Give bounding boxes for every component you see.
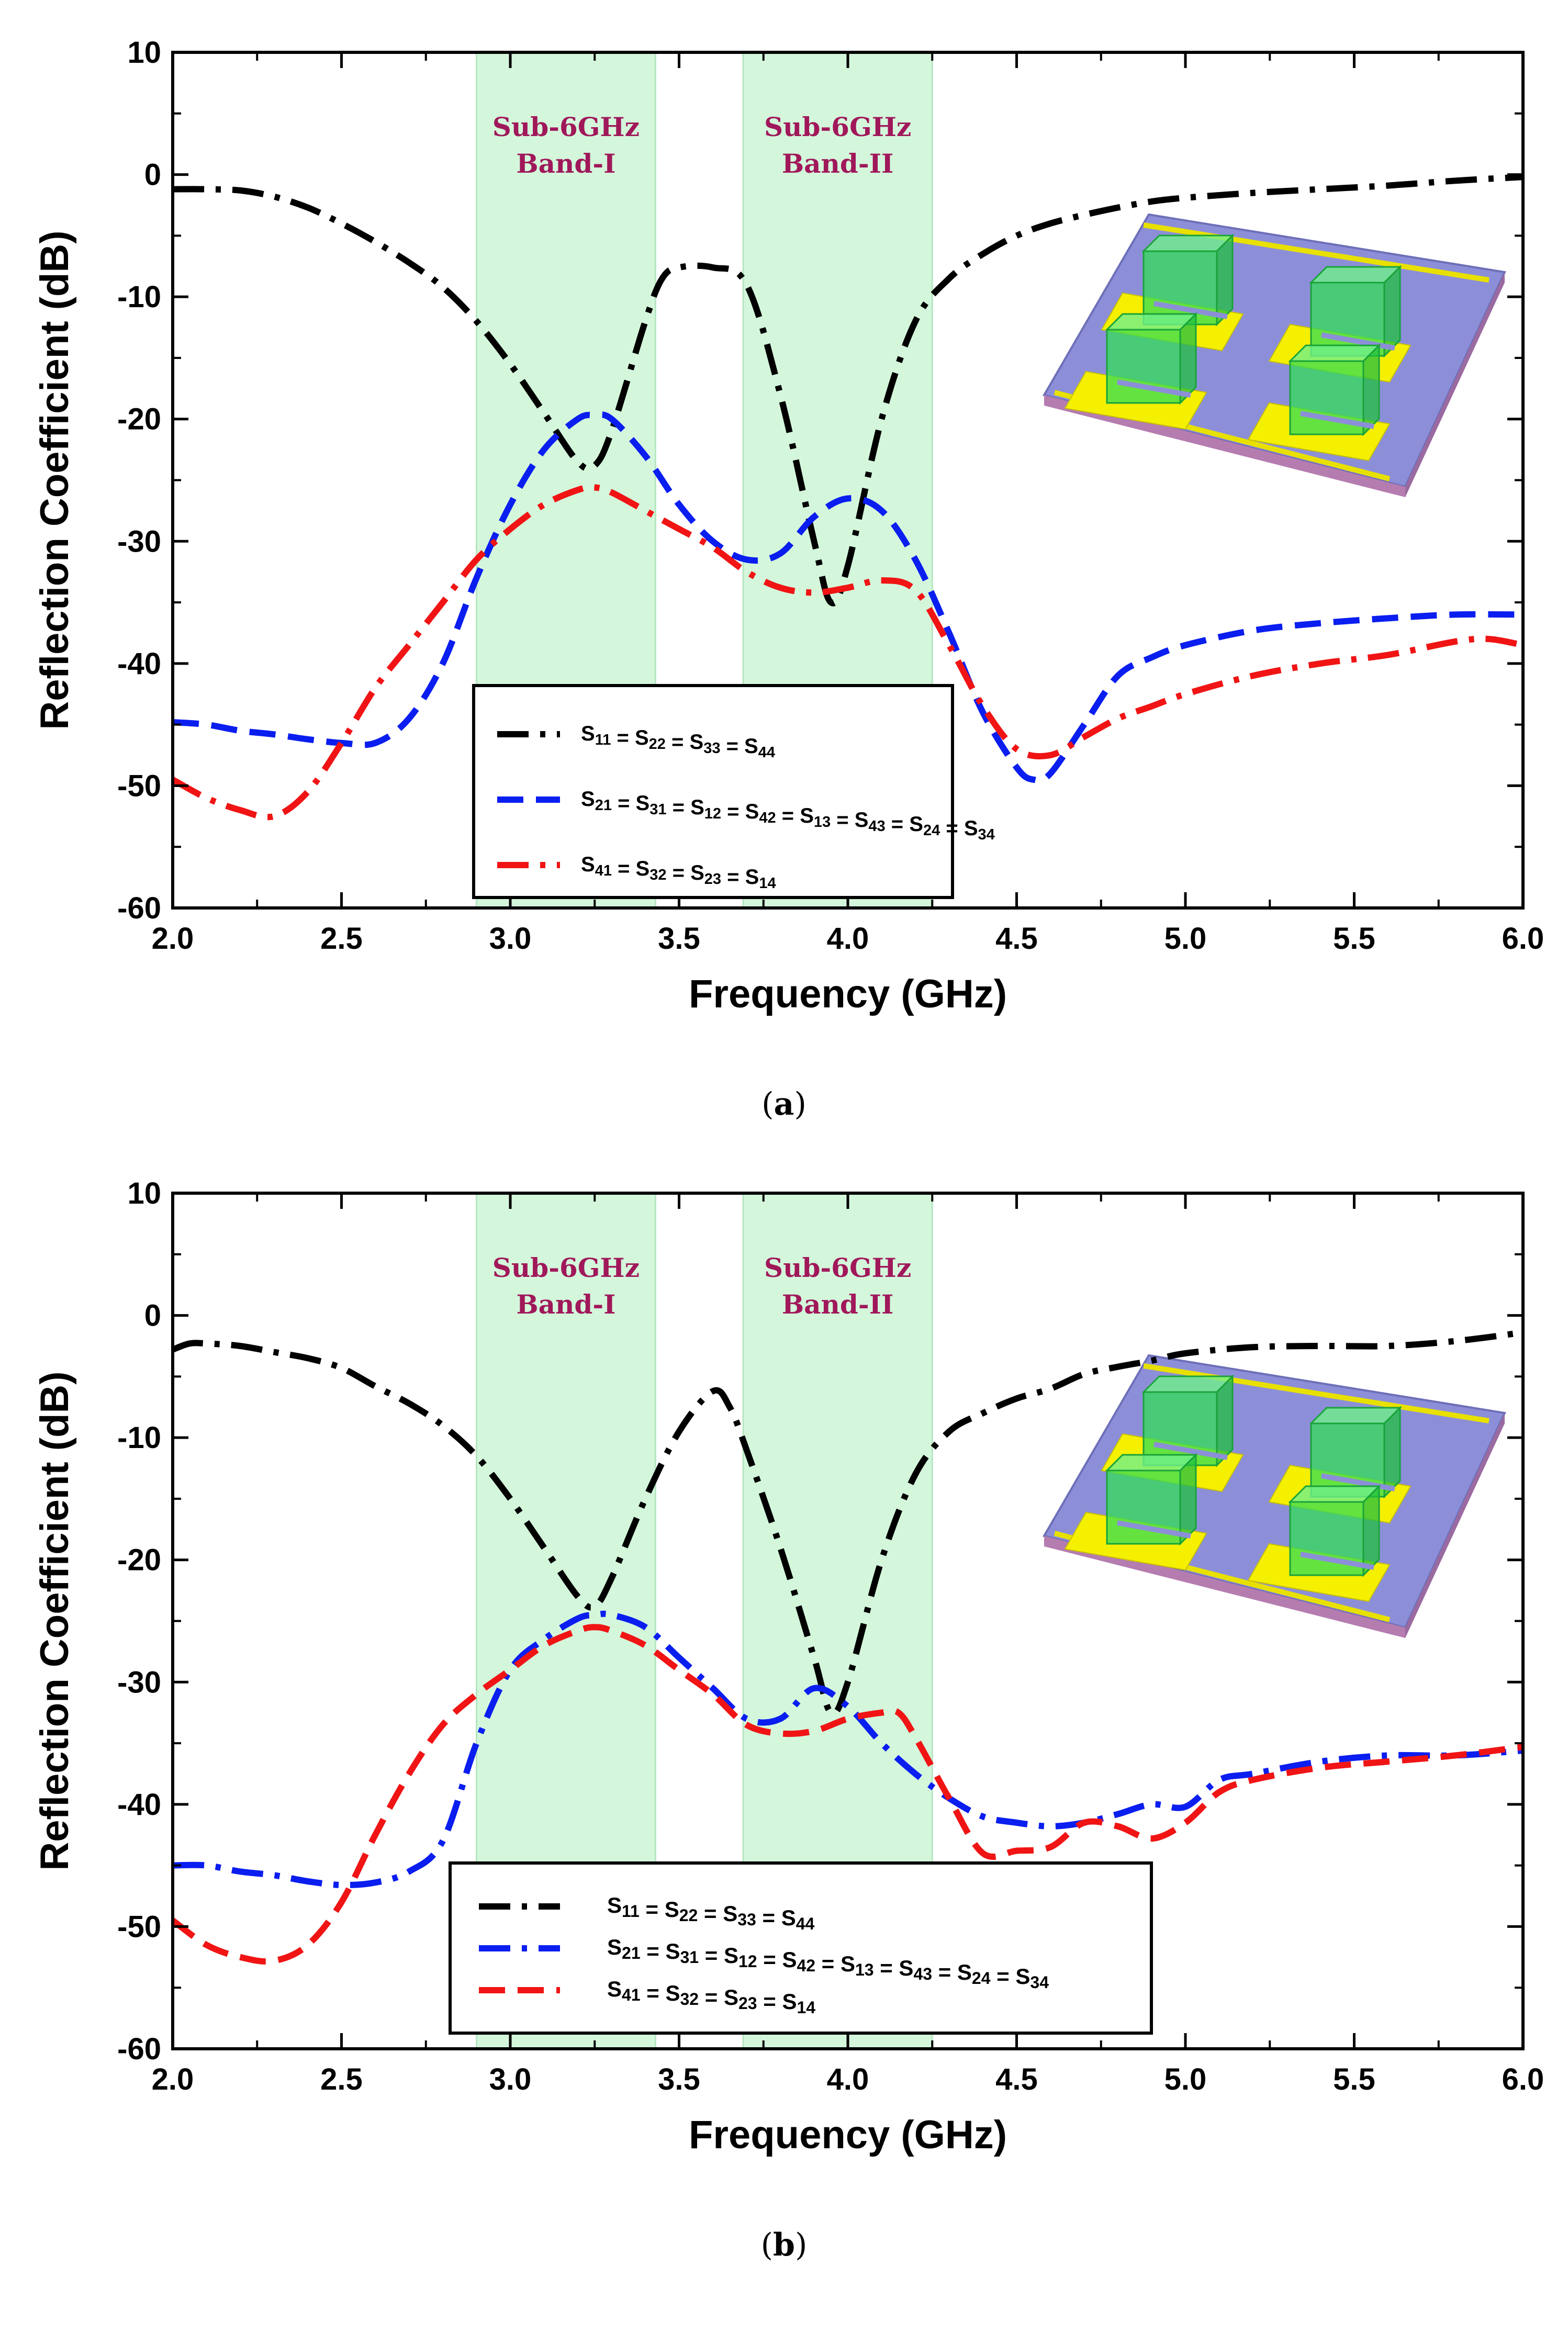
x-tick-label: 3.5 xyxy=(658,2062,700,2096)
legend-box xyxy=(472,684,954,899)
legend-label-1: S11 = S22 = S33 = S44 xyxy=(581,722,775,761)
x-tick-label: 6.0 xyxy=(1502,2062,1544,2096)
legend-label-1: S11 = S22 = S33 = S44 xyxy=(607,1893,815,1933)
x-tick-label: 3.5 xyxy=(658,922,700,956)
y-axis-title: Reflection Coefficient (dB) xyxy=(32,1371,77,1870)
y-tick-label: -60 xyxy=(117,2032,161,2066)
chart-a: Sub-6GHz Band-I Sub-6GHz Band-II 2.0 2.5 3.0 3.… xyxy=(32,36,1544,1123)
band-label-line1: Sub-6GHz xyxy=(764,111,911,142)
antenna-inset-illustration xyxy=(1042,213,1506,497)
x-tick-label: 2.5 xyxy=(320,922,363,956)
band-label-line2: Band-II xyxy=(782,148,894,179)
x-tick-label: 4.5 xyxy=(995,922,1038,956)
y-tick-label: -20 xyxy=(117,402,161,436)
band-label-line2: Band-I xyxy=(516,148,615,179)
x-tick-label: 5.0 xyxy=(1164,2062,1207,2096)
y-tick-label: 10 xyxy=(127,36,161,70)
y-tick-label: -30 xyxy=(117,1665,161,1699)
y-tick-label: -40 xyxy=(117,1788,161,1822)
series-line-1 xyxy=(171,1329,1524,1717)
y-tick-label: 10 xyxy=(127,1176,161,1210)
x-tick-label: 5.5 xyxy=(1333,2062,1375,2096)
y-tick-label: -50 xyxy=(117,769,161,803)
chart-b: Sub-6GHz Band-I Sub-6GHz Band-II 2.0 2.5 3.0 3.… xyxy=(32,1176,1544,2263)
y-tick-label: -20 xyxy=(117,1543,161,1577)
band-label-line2: Band-II xyxy=(782,1289,894,1320)
chart-panel-b: Sub-6GHz Band-I Sub-6GHz Band-II 2.0 2.5 3.0 3.… xyxy=(0,1141,1568,2282)
series-line-2 xyxy=(172,1610,1524,1889)
x-tick-label: 2.5 xyxy=(320,2062,363,2096)
y-tick-label: -40 xyxy=(117,647,161,681)
y-tick-label: -10 xyxy=(117,1421,161,1455)
band-label-line1: Sub-6GHz xyxy=(492,111,640,142)
x-tick-label: 5.5 xyxy=(1333,922,1375,956)
figure-caption: (a) xyxy=(761,1086,807,1123)
legend-label-3: S41 = S32 = S23 = S14 xyxy=(607,1977,815,2017)
legend-label-2: S21 = S31 = S12 = S42 = S13 = S43 = S24 … xyxy=(607,1935,1049,1992)
y-axis-title: Reflection Coefficient (dB) xyxy=(32,230,77,730)
y-tick-label: -60 xyxy=(117,891,161,925)
x-tick-label: 3.0 xyxy=(489,922,532,956)
x-tick-label: 5.0 xyxy=(1164,922,1207,956)
x-tick-label: 3.0 xyxy=(489,2062,532,2096)
y-tick-label: -10 xyxy=(117,280,161,314)
y-tick-label: 0 xyxy=(144,1299,161,1333)
x-tick-label: 2.0 xyxy=(152,922,194,956)
y-tick-label: -30 xyxy=(117,524,161,558)
x-tick-label: 4.0 xyxy=(827,922,869,956)
band-label-line2: Band-I xyxy=(516,1289,615,1320)
antenna-inset-illustration xyxy=(1042,1354,1506,1638)
band-label-line1: Sub-6GHz xyxy=(492,1252,640,1283)
x-tick-label: 4.0 xyxy=(827,2062,869,2096)
y-tick-label: -50 xyxy=(117,1910,161,1944)
series-line-3 xyxy=(171,1624,1524,1965)
y-tick-label: 0 xyxy=(144,158,161,192)
legend-label-2: S21 = S31 = S12 = S42 = S13 = S43 = S24 … xyxy=(581,788,995,843)
series-line-1 xyxy=(172,174,1524,607)
x-tick-label: 4.5 xyxy=(995,2062,1038,2096)
chart-panel-a: Sub-6GHz Band-I Sub-6GHz Band-II 2.0 2.5 3.0 3.… xyxy=(0,0,1568,1141)
x-axis-title: Frequency (GHz) xyxy=(689,972,1007,1016)
x-tick-label: 2.0 xyxy=(152,2062,194,2096)
legend-label-3: S41 = S32 = S23 = S14 xyxy=(581,853,776,892)
legend-box xyxy=(449,1861,1153,2035)
series-line-2 xyxy=(172,411,1524,784)
x-axis-title: Frequency (GHz) xyxy=(689,2113,1007,2157)
band-label-line1: Sub-6GHz xyxy=(764,1252,911,1283)
series-line-3 xyxy=(171,484,1524,821)
x-tick-label: 6.0 xyxy=(1502,922,1544,956)
figure-caption: (b) xyxy=(761,2227,808,2263)
